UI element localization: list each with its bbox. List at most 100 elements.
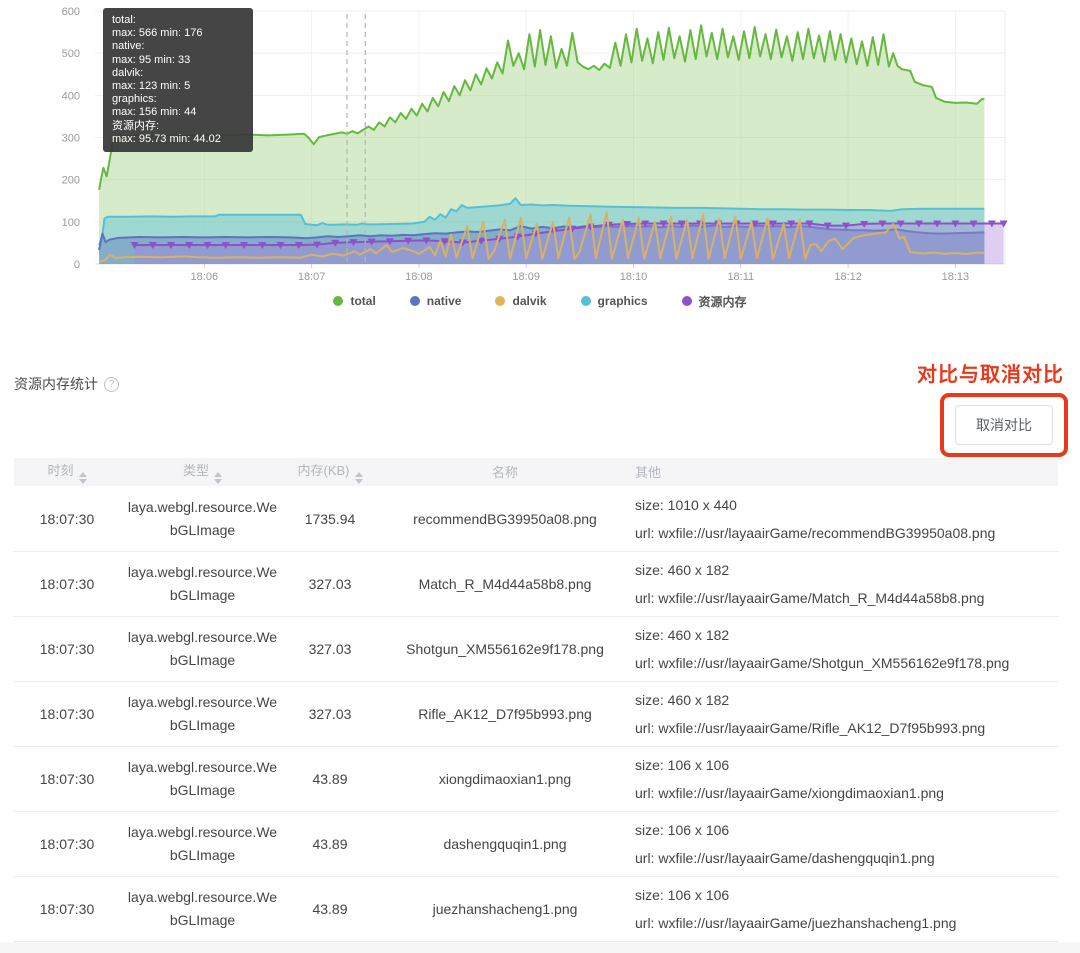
y-axis-label: 100 — [62, 217, 80, 229]
series-marker-资源内存 — [641, 220, 650, 228]
section-title-label: 资源内存统计 — [14, 376, 98, 392]
cell-memory: 43.89 — [285, 876, 375, 942]
legend-item-native[interactable]: native — [409, 294, 462, 308]
legend-item-dalvik[interactable]: dalvik — [495, 294, 547, 308]
cell-memory: 43.89 — [285, 746, 375, 812]
legend-dot-icon — [495, 296, 506, 306]
legend-label: 资源内存 — [698, 294, 747, 309]
x-axis-label: 18:07 — [298, 271, 326, 283]
cell-name: Match_R_M4d44a58b8.png — [375, 551, 635, 617]
cell-time: 18:07:30 — [14, 551, 120, 617]
series-marker-资源内存 — [787, 220, 796, 228]
table-row: 18:07:30 laya.webgl.resource.WebGLImage 32… — [14, 681, 1058, 747]
series-area-total — [99, 25, 985, 264]
column-header-3[interactable]: 内存(KB) — [285, 458, 375, 486]
series-marker-资源内存 — [258, 242, 267, 250]
series-marker-资源内存 — [477, 237, 486, 245]
sort-carets-icon[interactable] — [214, 471, 222, 484]
y-axis-label: 500 — [62, 48, 80, 60]
memory-chart-panel: 0 100 200 300 400 500 600 18:06 18:07 18:08 18:09 1… — [0, 0, 1080, 290]
column-header-1[interactable]: 时刻 — [14, 458, 120, 486]
cell-type: laya.webgl.resource.WebGLImage — [120, 811, 285, 877]
cell-other: size: 106 x 106 url: wxfile://usr/layaair… — [635, 876, 1058, 942]
series-marker-资源内存 — [185, 242, 194, 250]
legend-dot-icon — [409, 296, 420, 306]
legend-item-资源内存[interactable]: 资源内存 — [681, 293, 747, 310]
series-marker-资源内存 — [878, 220, 887, 228]
cell-other: size: 460 x 182 url: wxfile://usr/layaair… — [635, 551, 1058, 617]
legend-item-graphics[interactable]: graphics — [580, 294, 648, 308]
series-marker-资源内存 — [677, 220, 686, 228]
series-marker-资源内存 — [440, 238, 449, 246]
cell-memory: 327.03 — [285, 551, 375, 617]
column-header-4: 名称 — [375, 458, 635, 486]
legend-label: total — [350, 294, 376, 308]
cell-other: size: 106 x 106 url: wxfile://usr/layaair… — [635, 811, 1058, 877]
cell-type: laya.webgl.resource.WebGLImage — [120, 876, 285, 942]
legend-item-total[interactable]: total — [333, 294, 376, 308]
series-marker-资源内存 — [422, 237, 431, 245]
series-line-native — [98, 224, 985, 251]
series-marker-资源内存 — [148, 242, 157, 250]
cell-size-line: size: 106 x 106 — [635, 886, 730, 903]
cancel-compare-button[interactable]: 取消对比 — [955, 405, 1053, 445]
column-header-label: 内存(KB) — [297, 462, 350, 478]
x-axis-label: 18:09 — [512, 271, 540, 283]
series-marker-资源内存 — [349, 239, 358, 247]
series-marker-资源内存 — [896, 220, 905, 228]
cell-name: dashengquqin1.png — [375, 811, 635, 877]
series-marker-资源内存 — [404, 237, 413, 245]
table-row: 18:07:30 laya.webgl.resource.WebGLImage 17… — [14, 485, 1058, 552]
sort-carets-icon[interactable] — [354, 471, 363, 484]
annotation-text: 对比与取消对比 — [917, 364, 1064, 386]
cell-type: laya.webgl.resource.WebGLImage — [120, 746, 285, 812]
column-header-label: 时刻 — [47, 462, 74, 478]
cell-other: size: 460 x 182 url: wxfile://usr/layaair… — [635, 681, 1058, 747]
cell-other: size: 106 x 106 url: wxfile://usr/layaair… — [635, 746, 1058, 812]
annotation-highlight-box: 取消对比 — [940, 393, 1068, 457]
cell-size-line: size: 106 x 106 — [635, 756, 730, 773]
memory-usage-chart[interactable]: 0 100 200 300 400 500 600 18:06 18:07 18:08 18:09 1… — [0, 0, 1080, 290]
column-header-label: 类型 — [182, 462, 209, 478]
x-axis-label: 18:11 — [727, 271, 754, 283]
cell-url-line: url: wxfile://usr/layaairGame/juezhansha… — [635, 914, 957, 931]
cell-time: 18:07:30 — [14, 485, 120, 552]
resource-memory-table: 时刻 类型 内存(KB) 名称 其他 18:07:30 laya.webgl.resour… — [14, 458, 1058, 942]
legend-dot-icon — [580, 296, 591, 306]
series-marker-资源内存 — [999, 220, 1008, 228]
series-marker-资源内存 — [294, 242, 303, 250]
cell-type: laya.webgl.resource.WebGLImage — [120, 485, 285, 552]
table-header-row: 时刻 类型 内存(KB) 名称 其他 — [14, 458, 1058, 486]
cell-url-line: url: wxfile://usr/layaairGame/dashengquq… — [635, 849, 935, 866]
cell-type: laya.webgl.resource.WebGLImage — [120, 681, 285, 747]
cell-size-line: size: 106 x 106 — [635, 821, 730, 838]
cell-memory: 1735.94 — [285, 485, 375, 552]
x-axis-label: 18:10 — [620, 271, 648, 283]
table-row: 18:07:30 laya.webgl.resource.WebGLImage 43… — [14, 876, 1058, 942]
column-header-2[interactable]: 类型 — [120, 458, 285, 486]
cell-name: juezhanshacheng1.png — [375, 876, 635, 942]
help-icon[interactable]: ? — [104, 376, 119, 392]
legend-dot-icon — [681, 296, 692, 306]
series-marker-资源内存 — [331, 239, 340, 247]
series-marker-资源内存 — [623, 220, 632, 228]
legend-label: native — [426, 294, 462, 308]
series-marker-资源内存 — [312, 241, 321, 249]
cell-name: Rifle_AK12_D7f95b993.png — [375, 681, 635, 747]
cell-url-line: url: wxfile://usr/layaairGame/xiongdimao… — [635, 784, 944, 801]
cell-time: 18:07:30 — [14, 811, 120, 877]
series-line-dalvik — [98, 211, 985, 263]
chart-legend: total native dalvik graphics 资源内存 — [0, 290, 1080, 312]
y-axis-label: 300 — [62, 133, 80, 145]
y-axis-label: 400 — [62, 90, 80, 102]
series-marker-资源内存 — [768, 220, 777, 228]
series-marker-资源内存 — [805, 220, 814, 228]
cell-name: xiongdimaoxian1.png — [375, 746, 635, 812]
series-line-total — [98, 24, 985, 190]
table-row: 18:07:30 laya.webgl.resource.WebGLImage 43… — [14, 746, 1058, 812]
sort-carets-icon[interactable] — [78, 471, 87, 484]
series-marker-资源内存 — [221, 242, 230, 250]
cell-type: laya.webgl.resource.WebGLImage — [120, 551, 285, 617]
y-axis-label: 200 — [62, 175, 80, 187]
series-marker-资源内存 — [458, 239, 467, 247]
